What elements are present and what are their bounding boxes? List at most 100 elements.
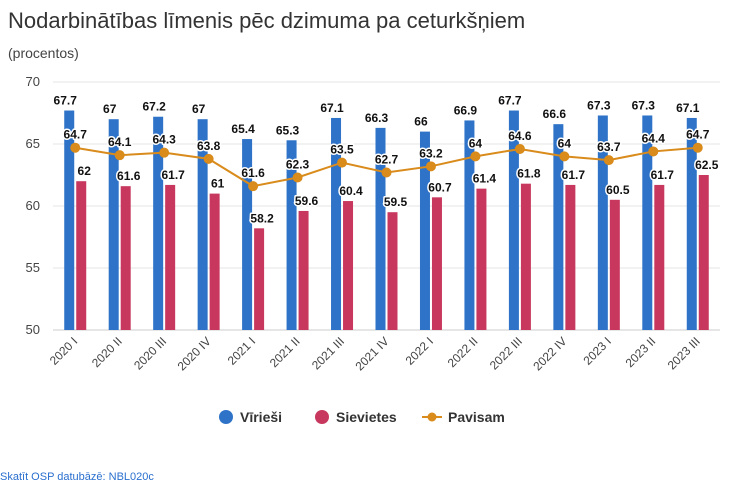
x-tick-label: 2021 I <box>225 334 258 367</box>
legend-virieši-label: Vīrieši <box>240 409 282 425</box>
data-label-sievietes: 61 <box>211 177 225 191</box>
point-pavisam <box>203 153 214 164</box>
data-label-virieši: 67 <box>192 102 206 116</box>
bar-sievietes <box>609 199 620 330</box>
data-label-sievietes: 60.5 <box>606 183 630 197</box>
x-tick-label: 2023 II <box>623 334 659 370</box>
bar-virieši <box>286 140 297 330</box>
x-tick-label: 2022 II <box>445 334 481 370</box>
data-label-pavisam: 64 <box>558 136 572 150</box>
x-tick-label: 2023 III <box>665 334 703 372</box>
y-tick-label: 60 <box>26 198 40 213</box>
legend-virieši-marker <box>219 410 233 424</box>
data-label-sievietes: 59.5 <box>384 195 408 209</box>
data-label-sievietes: 61.4 <box>473 172 497 186</box>
point-pavisam <box>159 147 170 158</box>
x-tick-label: 2022 IV <box>530 334 569 373</box>
data-label-sievietes: 60.7 <box>428 180 452 194</box>
bar-sievietes <box>254 228 265 330</box>
data-label-pavisam: 64.6 <box>508 129 532 143</box>
y-tick-label: 65 <box>26 136 40 151</box>
x-tick-label: 2021 II <box>267 334 303 370</box>
point-pavisam <box>337 157 348 168</box>
point-pavisam <box>559 151 570 162</box>
point-pavisam <box>692 142 703 153</box>
bar-virieši <box>642 115 653 330</box>
data-label-virieši: 65.4 <box>231 122 255 136</box>
x-tick-label: 2022 III <box>487 334 525 372</box>
y-tick-label: 50 <box>26 322 40 337</box>
bar-virieši <box>375 127 386 330</box>
data-label-pavisam: 62.7 <box>375 153 399 167</box>
data-label-virieši: 67.2 <box>142 100 166 114</box>
data-label-sievietes: 62 <box>78 164 92 178</box>
data-label-sievietes: 62.5 <box>695 158 719 172</box>
bar-virieši <box>419 131 430 330</box>
bar-virieši <box>242 139 253 330</box>
x-tick-label: 2021 III <box>309 334 347 372</box>
bar-sievietes <box>565 184 576 330</box>
bar-virieši <box>597 115 608 330</box>
legend-sievietes-label: Sievietes <box>336 409 397 425</box>
source-database-link[interactable]: Skatīt OSP datubāzē: NBL020c <box>0 471 154 483</box>
x-tick-label: 2020 IV <box>175 334 214 373</box>
y-tick-label: 70 <box>26 74 40 89</box>
bar-virieši <box>686 117 697 331</box>
point-pavisam <box>114 150 125 161</box>
data-label-virieši: 67.3 <box>587 98 611 112</box>
data-label-pavisam: 64 <box>469 136 483 150</box>
data-label-pavisam: 63.5 <box>330 143 354 157</box>
data-label-virieši: 65.3 <box>276 123 300 137</box>
data-label-pavisam: 64.1 <box>108 135 132 149</box>
data-label-virieši: 67.1 <box>676 101 700 115</box>
data-label-pavisam: 63.2 <box>419 146 443 160</box>
data-label-pavisam: 63.8 <box>197 139 221 153</box>
x-tick-label: 2020 II <box>89 334 125 370</box>
data-label-sievietes: 59.6 <box>295 194 319 208</box>
x-tick-label: 2020 III <box>131 334 169 372</box>
bar-sievietes <box>520 183 531 330</box>
bar-virieši <box>464 120 475 330</box>
bar-sievietes <box>120 186 131 330</box>
data-label-pavisam: 64.3 <box>152 133 176 147</box>
data-label-virieši: 67.7 <box>498 94 522 108</box>
legend-pavisam-label: Pavisam <box>448 409 505 425</box>
x-tick-label: 2023 I <box>580 334 613 367</box>
data-label-sievietes: 61.8 <box>517 167 541 181</box>
data-label-sievietes: 60.4 <box>339 184 363 198</box>
data-label-virieši: 66.9 <box>454 103 478 117</box>
x-tick-label: 2021 IV <box>352 334 391 373</box>
bar-sievietes <box>209 193 220 330</box>
data-label-pavisam: 64.7 <box>686 128 710 142</box>
legend-sievietes-marker <box>315 410 329 424</box>
data-label-virieši: 67 <box>103 102 117 116</box>
chart-subtitle: (procentos) <box>8 45 79 61</box>
point-pavisam <box>70 142 81 153</box>
point-pavisam <box>425 161 436 172</box>
point-pavisam <box>248 181 259 192</box>
data-label-virieši: 67.7 <box>54 94 78 108</box>
bar-virieši <box>197 119 208 330</box>
x-tick-label: 2022 I <box>403 334 436 367</box>
x-tick-label: 2020 I <box>47 334 80 367</box>
bar-virieši <box>508 110 519 331</box>
bar-virieši <box>331 117 342 331</box>
bar-sievietes <box>431 197 442 330</box>
data-label-pavisam: 64.7 <box>64 128 88 142</box>
point-pavisam <box>514 143 525 154</box>
point-pavisam <box>470 151 481 162</box>
bar-sievietes <box>654 184 665 330</box>
data-label-sievietes: 61.6 <box>117 169 141 183</box>
bar-sievietes <box>76 181 87 330</box>
bar-sievietes <box>298 210 309 330</box>
data-label-pavisam: 61.6 <box>241 166 265 180</box>
data-label-pavisam: 63.7 <box>597 140 621 154</box>
data-label-virieši: 67.3 <box>632 98 656 112</box>
bar-sievietes <box>476 188 487 330</box>
bar-virieši <box>553 124 564 330</box>
point-pavisam <box>292 172 303 183</box>
bar-sievietes <box>698 175 709 330</box>
data-label-pavisam: 62.3 <box>286 157 310 171</box>
data-label-sievietes: 58.2 <box>250 211 274 225</box>
